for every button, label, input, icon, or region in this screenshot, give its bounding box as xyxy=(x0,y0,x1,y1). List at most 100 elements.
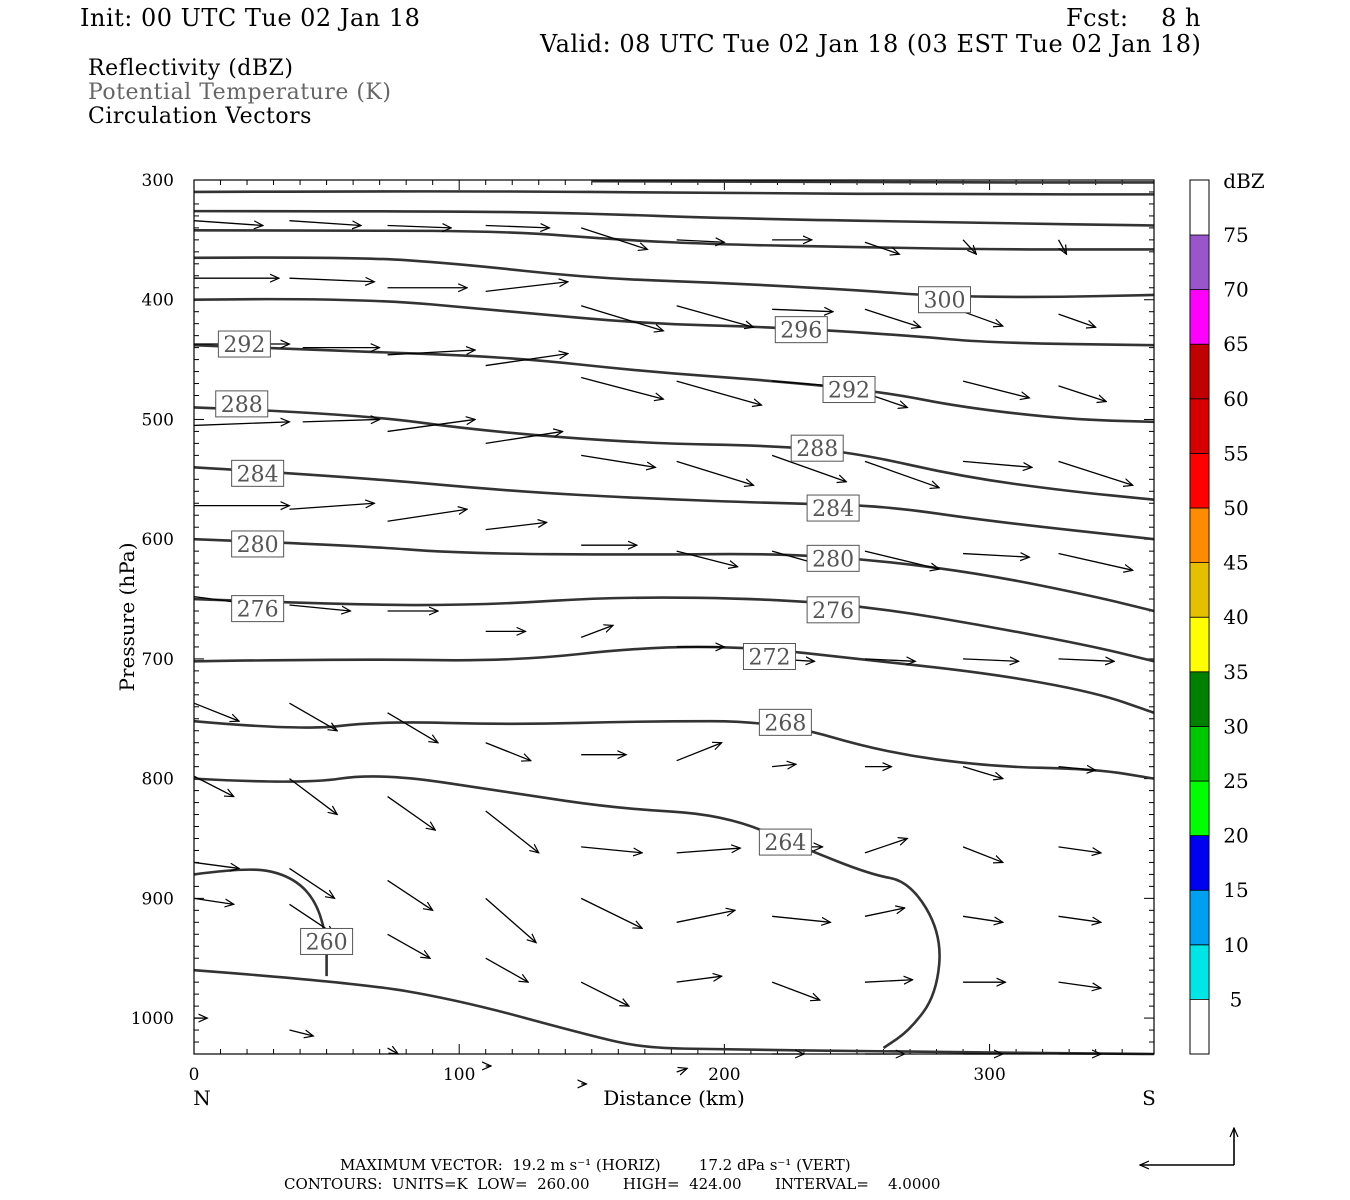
x-tick-label: 0 xyxy=(189,1065,200,1085)
x-tick-labels: 0 100 200 300 xyxy=(189,1065,1006,1085)
contour-label-box xyxy=(742,643,796,671)
circulation-vector-arrow xyxy=(387,933,430,958)
init-time-label: Init: 00 UTC Tue 02 Jan 18 xyxy=(80,4,421,32)
contour-label: 284 xyxy=(812,497,854,522)
colorbar-tick-label: 55 xyxy=(1223,441,1248,465)
field-label-circulation-vectors: Circulation Vectors xyxy=(88,104,312,129)
circulation-vector-arrow xyxy=(485,431,563,445)
contour-label: 276 xyxy=(237,598,279,623)
circulation-vector-arrow xyxy=(772,309,833,311)
circulation-vector-arrow xyxy=(676,240,725,242)
colorbar-segment xyxy=(1189,562,1210,618)
contour-label: 288 xyxy=(796,437,838,462)
circulation-vector-arrow xyxy=(1058,659,1115,661)
contour-label-box xyxy=(215,390,269,418)
contour-label: 300 xyxy=(923,289,965,314)
contour-label-box xyxy=(231,530,285,558)
circulation-vector-arrow xyxy=(1058,460,1133,485)
circulation-vector-arrow xyxy=(193,220,263,226)
circulation-vector-arrow xyxy=(581,846,642,853)
circulation-vector-arrow xyxy=(485,225,550,227)
circulation-vector-arrow xyxy=(193,775,234,796)
circulation-vector-arrow xyxy=(864,308,921,327)
colorbar-segment xyxy=(1189,398,1210,454)
theta-contour-line xyxy=(193,868,328,977)
contour-label: 296 xyxy=(780,319,822,344)
contour-label: 284 xyxy=(237,462,279,487)
theta-contour-line xyxy=(591,179,1154,184)
contour-label-box xyxy=(917,286,971,314)
theta-contour-line xyxy=(193,719,1155,780)
colorbar-tick-label: 35 xyxy=(1223,660,1248,684)
colorbar-tick-label: 20 xyxy=(1223,824,1248,848)
contour-label: 268 xyxy=(764,711,806,736)
y-tick-label: 900 xyxy=(142,889,174,909)
y-tick-label: 500 xyxy=(142,410,174,430)
circulation-vector-arrow xyxy=(193,897,234,904)
circulation-vector-arrow xyxy=(289,867,334,898)
circulation-vector-arrow xyxy=(1058,981,1101,988)
colorbar-tick-label: 70 xyxy=(1223,278,1248,302)
x-axis-label: Distance (km) xyxy=(603,1086,745,1110)
circulation-vector-arrow xyxy=(676,305,754,328)
y-tick-label: 700 xyxy=(142,650,174,670)
colorbar-segment xyxy=(1189,289,1210,345)
contour-label: 288 xyxy=(221,393,263,418)
circulation-vector-arrow xyxy=(864,659,915,661)
reference-vector-icon xyxy=(1140,1128,1234,1165)
circulation-vector-arrow xyxy=(963,554,1029,558)
circulation-vector-arrow xyxy=(962,311,1003,326)
circulation-vector-arrow xyxy=(772,915,830,922)
circulation-vector-arrow xyxy=(387,509,468,522)
circulation-vector-arrow xyxy=(485,354,568,367)
field-label-reflectivity: Reflectivity (dBZ) xyxy=(88,56,294,81)
circulation-vector-arrow xyxy=(771,981,820,1000)
contour-label-box xyxy=(822,376,876,404)
contour-label-box xyxy=(774,316,828,344)
y-tick-label: 1000 xyxy=(131,1009,174,1029)
x-end-label-right: S xyxy=(1142,1086,1156,1110)
circulation-vector-arrow xyxy=(581,454,655,467)
contour-labels: 300 296 292 292 288 288 284 284 280 280 276 276 272 2… xyxy=(215,286,971,955)
circulation-vector-arrow xyxy=(580,625,613,638)
circulation-vector-arrow xyxy=(962,380,1029,398)
y-tick-label: 600 xyxy=(142,530,174,550)
circulation-vector-arrow xyxy=(962,846,1003,863)
circulation-vector-arrow xyxy=(962,766,1003,779)
theta-contour-line xyxy=(193,406,1155,501)
circulation-vector-arrow xyxy=(289,503,374,510)
theta-contour-line xyxy=(193,466,1155,541)
y-tick-label: 800 xyxy=(142,770,174,790)
contour-label-box xyxy=(806,596,860,624)
circulation-vector-arrow xyxy=(1058,767,1096,771)
theta-contour-line xyxy=(193,645,1155,715)
contour-label: 292 xyxy=(828,379,870,404)
circulation-vector-arrow xyxy=(864,980,913,982)
theta-contour-line xyxy=(193,209,1155,227)
circulation-vector-arrow xyxy=(676,1068,688,1072)
circulation-vector-arrow xyxy=(289,778,337,815)
contour-label: 292 xyxy=(223,333,265,358)
circulation-vector-arrow xyxy=(1058,846,1101,853)
y-tick-labels: 300 400 500 600 700 800 900 1000 xyxy=(131,171,174,1029)
circulation-vector-arrow xyxy=(1058,313,1096,327)
colorbar-segment xyxy=(1189,944,1210,1000)
circulation-vector-arrow xyxy=(864,460,939,487)
colorbar-segment xyxy=(1189,780,1210,836)
colorbar-unit-label: dBZ xyxy=(1223,169,1265,193)
circulation-vector-arrow xyxy=(289,278,374,282)
theta-contour-line xyxy=(193,343,1155,424)
forecast-hour-label: Fcst: 8 h xyxy=(1066,4,1202,32)
colorbar-tick-label: 50 xyxy=(1223,496,1248,520)
colorbar-tick-label: 45 xyxy=(1223,551,1248,575)
colorbar: 5 10 15 20 25 30 35 40 45 50 55 60 65 70 75 xyxy=(1189,179,1249,1055)
circulation-vector-arrow xyxy=(1058,385,1107,402)
circulation-vector-arrow xyxy=(864,550,939,569)
theta-contour-line xyxy=(193,297,1155,347)
circulation-vector-arrow xyxy=(387,350,476,356)
contour-label-box xyxy=(790,434,844,462)
circulation-vector-arrow xyxy=(485,957,528,982)
contour-label-box xyxy=(758,708,812,736)
circulation-vector-arrow xyxy=(962,239,976,254)
circulation-vector-arrow xyxy=(676,550,738,567)
